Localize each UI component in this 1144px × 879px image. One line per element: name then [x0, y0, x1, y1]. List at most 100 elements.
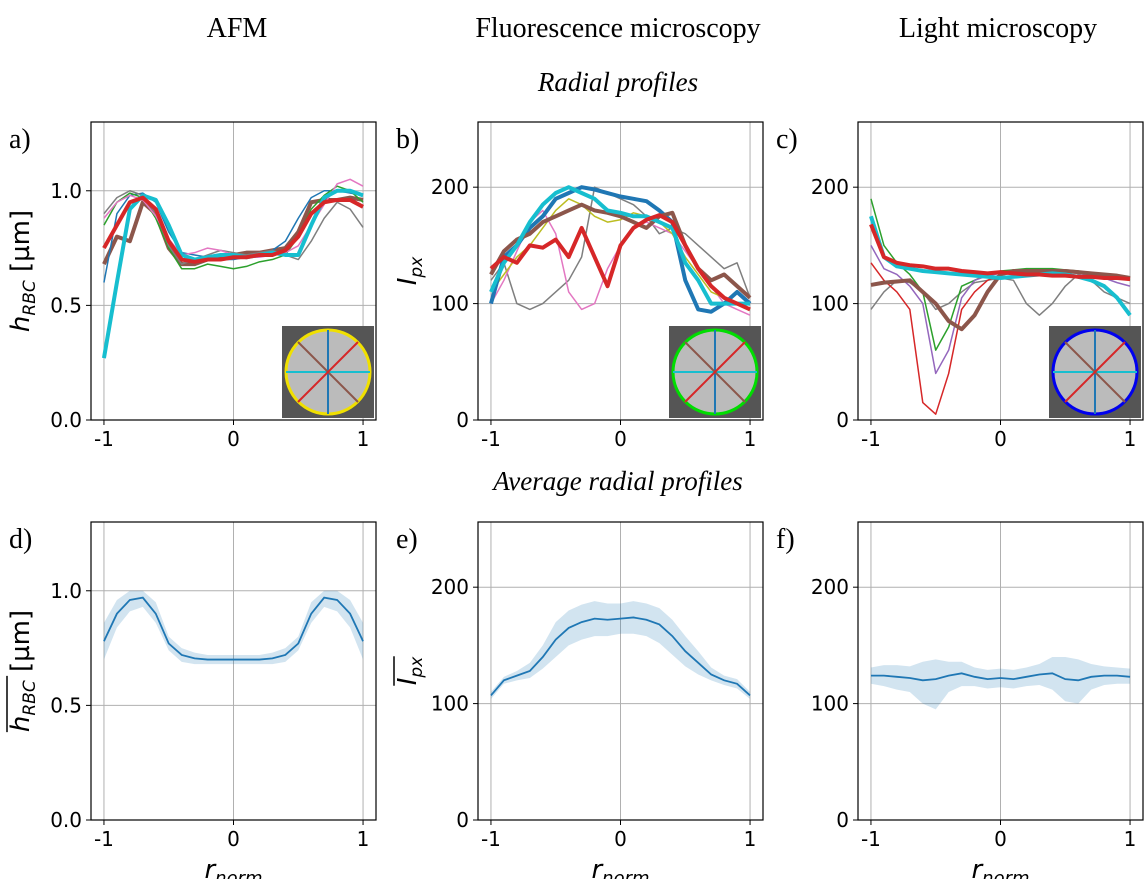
- column-title: AFM: [207, 13, 268, 44]
- x-tick-label: 1: [357, 427, 370, 451]
- y-tick-label: 100: [811, 292, 849, 316]
- mean-line: [103, 596, 364, 661]
- column-title: Fluorescence microscopy: [475, 13, 760, 44]
- x-tick-label: 0: [614, 427, 627, 451]
- x-tick-label: 1: [357, 827, 370, 851]
- x-tick-label: -1: [94, 827, 114, 851]
- panel-label: e): [396, 524, 418, 555]
- y-tick-label: 200: [811, 175, 849, 199]
- plot-frame: [857, 121, 1144, 421]
- y-tick-label: 100: [431, 692, 469, 716]
- x-tick-label: 0: [227, 827, 240, 851]
- x-axis-label: rnorm: [204, 855, 262, 879]
- y-tick-label: 0.0: [50, 408, 82, 432]
- y-label-symbol: I: [393, 678, 423, 686]
- plot-frame: [857, 521, 1144, 821]
- y-label-subscript: px: [407, 256, 427, 279]
- y-axis-label: Ipx: [393, 256, 427, 285]
- x-tick-label: 0: [994, 427, 1007, 451]
- y-axis-label: hRBC [µm]: [6, 210, 40, 332]
- panel-label: a): [9, 124, 31, 155]
- series-line: [870, 269, 1131, 332]
- x-tick-label: 0: [227, 427, 240, 451]
- x-tick-label: -1: [481, 827, 501, 851]
- series-line: [490, 186, 751, 311]
- y-label-unit: [µm]: [6, 210, 36, 280]
- inset-image: [1049, 326, 1141, 418]
- series-line: [489, 213, 751, 312]
- x-tick-label: -1: [861, 427, 881, 451]
- std-band: [870, 657, 1131, 710]
- panel-label: f): [776, 524, 795, 555]
- mean-line: [490, 616, 751, 697]
- x-tick-label: -1: [94, 427, 114, 451]
- x-label-symbol: r: [971, 855, 984, 879]
- plot-frame: [90, 521, 377, 821]
- plot-frame: [477, 521, 764, 821]
- x-tick-label: -1: [861, 827, 881, 851]
- x-label-subscript: norm: [982, 868, 1029, 879]
- y-label-symbol: h: [6, 316, 36, 332]
- y-tick-label: 100: [431, 292, 469, 316]
- y-label-symbol: h: [6, 716, 36, 732]
- x-tick-label: -1: [481, 427, 501, 451]
- y-tick-label: 200: [811, 575, 849, 599]
- panel-label: c): [776, 124, 798, 155]
- y-tick-label: 200: [431, 175, 469, 199]
- inset-line: [1064, 341, 1126, 403]
- x-tick-label: 0: [614, 827, 627, 851]
- y-label-symbol: I: [393, 278, 423, 286]
- y-label-subscript: px: [407, 656, 427, 679]
- series-line: [489, 202, 752, 300]
- inset-image: [669, 326, 761, 418]
- y-tick-label: 0: [836, 808, 849, 832]
- panel-label: b): [396, 124, 419, 155]
- section-title: Average radial profiles: [491, 466, 742, 496]
- y-label-unit: [µm]: [6, 610, 36, 680]
- series-line: [869, 215, 1132, 317]
- x-label-subscript: norm: [215, 868, 262, 879]
- std-band: [103, 590, 364, 665]
- x-axis-label: rnorm: [591, 855, 649, 879]
- y-axis-label: hRBC [µm]: [6, 610, 40, 732]
- y-tick-label: 0.0: [50, 808, 82, 832]
- mean-line: [870, 672, 1131, 682]
- series-line: [102, 195, 364, 264]
- y-tick-label: 0.5: [50, 293, 82, 317]
- x-tick-label: 1: [744, 427, 757, 451]
- x-tick-label: 1: [744, 827, 757, 851]
- series-line: [489, 185, 751, 306]
- x-tick-label: 1: [1124, 827, 1137, 851]
- series-line: [490, 198, 751, 311]
- x-label-subscript: norm: [602, 868, 649, 879]
- x-label-symbol: r: [591, 855, 604, 879]
- y-label-subscript: RBC: [20, 280, 40, 315]
- series-line: [869, 223, 1131, 282]
- inset-line: [297, 341, 359, 403]
- y-tick-label: 0: [836, 408, 849, 432]
- y-tick-label: 0: [456, 408, 469, 432]
- x-label-symbol: r: [204, 855, 217, 879]
- inset-image: [282, 326, 374, 418]
- inset-line: [684, 341, 746, 403]
- x-axis-label: rnorm: [971, 855, 1029, 879]
- section-title: Radial profiles: [537, 67, 698, 97]
- y-tick-label: 100: [811, 692, 849, 716]
- plot-frame: [90, 121, 377, 421]
- x-tick-label: 1: [1124, 427, 1137, 451]
- y-tick-label: 0: [456, 808, 469, 832]
- std-band: [490, 601, 751, 699]
- column-title: Light microscopy: [899, 13, 1097, 44]
- y-axis-label: Ipx: [393, 656, 427, 685]
- y-label-subscript: RBC: [20, 680, 40, 715]
- y-tick-label: 200: [431, 575, 469, 599]
- y-tick-label: 1.0: [50, 579, 82, 603]
- series-line: [489, 185, 752, 314]
- y-tick-label: 0.5: [50, 693, 82, 717]
- x-tick-label: 0: [994, 827, 1007, 851]
- plot-frame: [477, 121, 764, 421]
- panel-label: d): [9, 524, 32, 555]
- y-tick-label: 1.0: [50, 179, 82, 203]
